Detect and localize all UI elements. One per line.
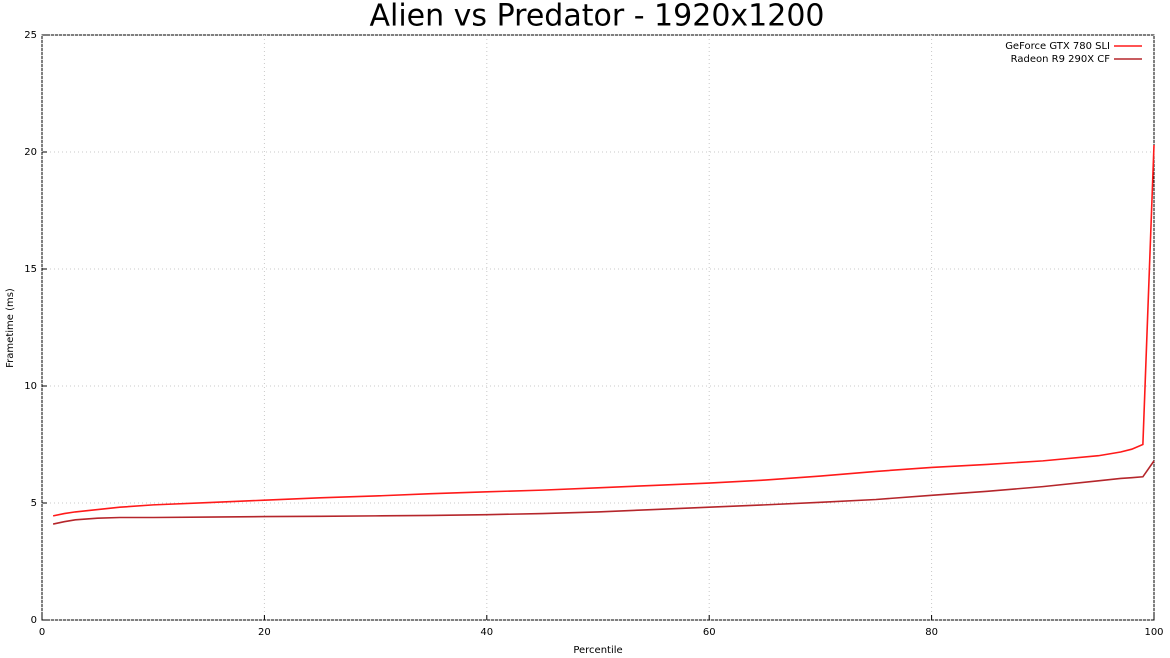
series-line [52,144,1155,517]
x-tick-label: 80 [925,627,938,638]
x-tick-label: 60 [703,627,716,638]
plot-frame [41,34,1155,621]
series-line [52,460,1155,525]
x-tick-label: 40 [480,627,493,638]
y-tick-label: 5 [31,498,37,509]
y-tick-label: 25 [24,30,37,41]
chart-title: Alien vs Predator - 1920x1200 [369,0,824,34]
y-tick-label: 15 [24,264,37,275]
y-tick-label: 20 [24,147,37,158]
y-tick-label: 0 [31,615,37,626]
y-tick-label: 10 [24,381,37,392]
x-tick-label: 0 [39,627,45,638]
legend-label: Radeon R9 290X CF [1011,54,1111,65]
x-tick-label: 20 [258,627,271,638]
y-axis-label: Frametime (ms) [5,288,16,368]
x-tick-label: 100 [1144,627,1163,638]
legend-label: GeForce GTX 780 SLI [1005,41,1110,52]
x-axis-label: Percentile [573,645,622,656]
